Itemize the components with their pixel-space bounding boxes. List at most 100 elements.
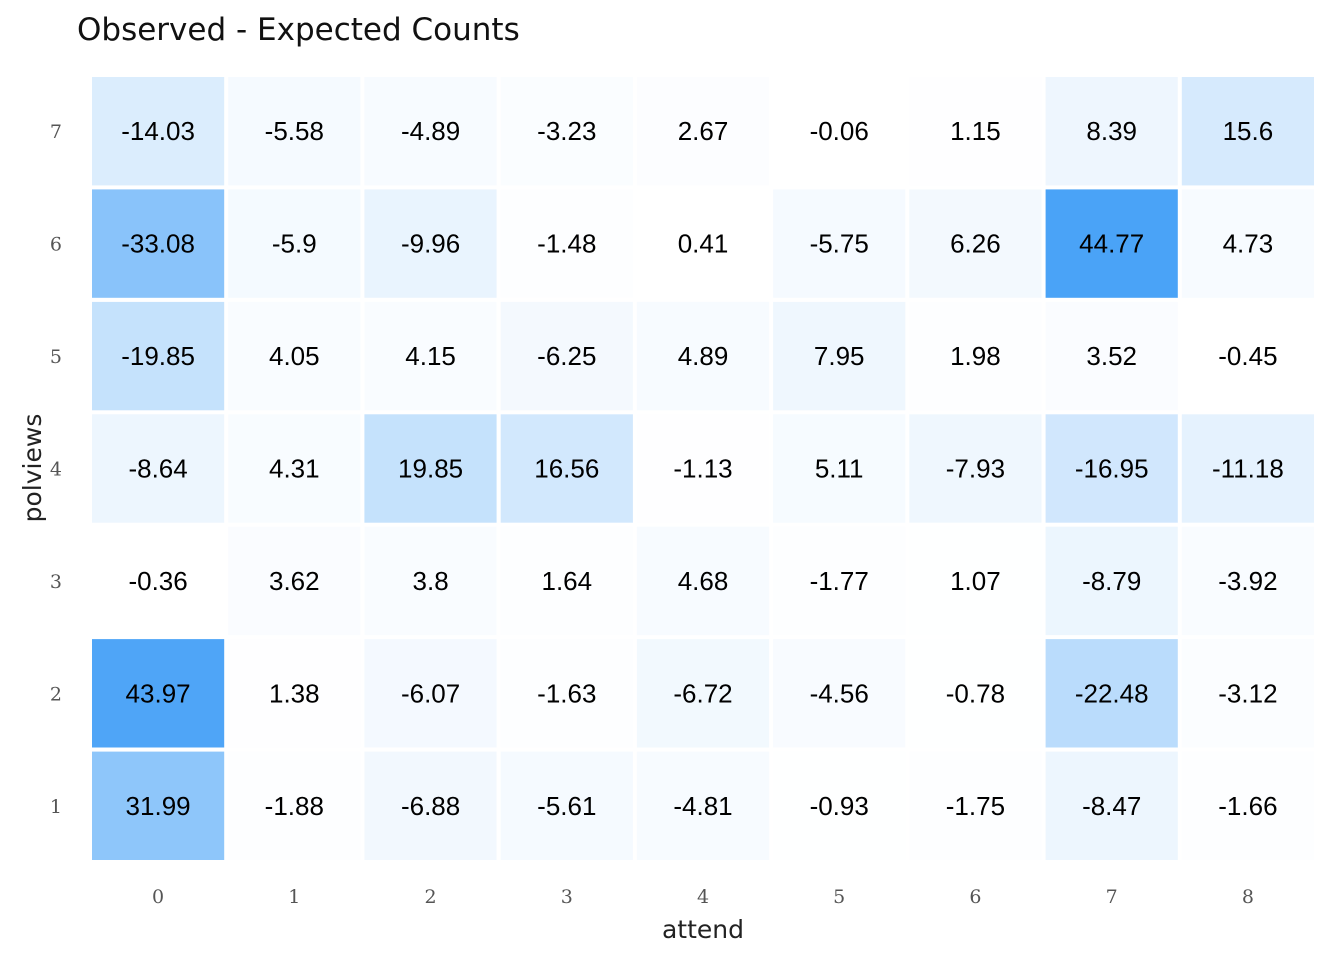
cell-value-label: 0.41 bbox=[678, 229, 729, 259]
y-tick-label: 5 bbox=[50, 346, 62, 368]
heatmap-cell bbox=[1045, 189, 1178, 298]
cell-value-label: 1.15 bbox=[950, 116, 1001, 146]
cell-value-label: -8.64 bbox=[128, 454, 187, 484]
cell-value-label: -4.89 bbox=[401, 116, 460, 146]
cell-value-label: -22.48 bbox=[1075, 678, 1149, 708]
cell-value-label: -9.96 bbox=[401, 229, 460, 259]
cell-value-label: -3.12 bbox=[1218, 678, 1277, 708]
cell-value-label: -1.13 bbox=[673, 454, 732, 484]
heatmap-cell bbox=[909, 77, 1042, 186]
y-axis-ticks: 1 2 3 4 5 6 7 bbox=[50, 121, 62, 818]
cell-value-label: 4.05 bbox=[269, 341, 320, 371]
cell-value-label: 6.26 bbox=[950, 229, 1001, 259]
heatmap-cell bbox=[364, 77, 497, 186]
heatmap-cell bbox=[1181, 414, 1314, 523]
cell-value-label: -33.08 bbox=[121, 229, 195, 259]
cell-value-label: 43.97 bbox=[126, 678, 191, 708]
heatmap-cell bbox=[92, 526, 225, 636]
heatmap-cell bbox=[228, 189, 361, 298]
x-tick-label: 2 bbox=[425, 886, 437, 908]
heatmap-cell bbox=[773, 301, 906, 411]
cell-value-label: -6.25 bbox=[537, 341, 596, 371]
cell-value-label: 7.95 bbox=[814, 341, 865, 371]
cell-value-label: -3.23 bbox=[537, 116, 596, 146]
heatmap-cells bbox=[92, 77, 1314, 860]
cell-value-label: -6.07 bbox=[401, 678, 460, 708]
heatmap-cell bbox=[500, 751, 633, 860]
heatmap-cell bbox=[1181, 189, 1314, 298]
heatmap-cell bbox=[500, 526, 633, 636]
heatmap-cell bbox=[1181, 526, 1314, 636]
cell-value-label: 3.52 bbox=[1086, 341, 1137, 371]
x-tick-label: 1 bbox=[288, 886, 300, 908]
cell-value-label: -5.9 bbox=[272, 229, 317, 259]
cell-value-label: 44.77 bbox=[1079, 229, 1144, 259]
cell-value-label: -1.88 bbox=[265, 791, 324, 821]
x-tick-label: 5 bbox=[833, 886, 845, 908]
heatmap-cell bbox=[364, 526, 497, 636]
heatmap-cell bbox=[773, 414, 906, 523]
heatmap-cell bbox=[228, 526, 361, 636]
heatmap-cell bbox=[92, 77, 225, 186]
heatmap-cell bbox=[636, 301, 770, 411]
cell-value-label: 8.39 bbox=[1086, 116, 1137, 146]
heatmap-cell bbox=[1181, 639, 1314, 748]
heatmap-cell bbox=[636, 751, 770, 860]
cell-value-label: 5.11 bbox=[815, 454, 864, 484]
cell-value-label: 2.67 bbox=[678, 116, 729, 146]
x-axis-title: attend bbox=[662, 915, 744, 944]
cell-value-label: -6.88 bbox=[401, 791, 460, 821]
cell-value-label: -14.03 bbox=[121, 116, 195, 146]
heatmap-cell bbox=[1045, 414, 1178, 523]
cell-value-label: -1.66 bbox=[1218, 791, 1277, 821]
y-tick-label: 1 bbox=[50, 796, 62, 818]
heatmap-cell bbox=[636, 526, 770, 636]
cell-value-label: 1.64 bbox=[541, 566, 592, 596]
heatmap-cell bbox=[773, 77, 906, 186]
y-tick-label: 2 bbox=[50, 683, 62, 705]
cell-value-label: -8.47 bbox=[1082, 791, 1141, 821]
heatmap-cell bbox=[909, 526, 1042, 636]
heatmap-cell bbox=[909, 189, 1042, 298]
heatmap-cell bbox=[500, 301, 633, 411]
heatmap-cell bbox=[909, 639, 1042, 748]
cell-value-label: 1.07 bbox=[950, 566, 1001, 596]
cell-value-label: -8.79 bbox=[1082, 566, 1141, 596]
cell-value-label: -1.63 bbox=[537, 678, 596, 708]
heatmap-cell bbox=[1045, 751, 1178, 860]
heatmap-cell bbox=[228, 77, 361, 186]
y-axis-title: polviews bbox=[18, 414, 47, 523]
heatmap-cell bbox=[636, 189, 770, 298]
cell-value-label: -1.77 bbox=[810, 566, 869, 596]
heatmap-cell bbox=[773, 189, 906, 298]
cell-value-label: 4.89 bbox=[678, 341, 729, 371]
heatmap-cell bbox=[92, 639, 225, 748]
heatmap-cell bbox=[1045, 301, 1178, 411]
heatmap-cell bbox=[364, 639, 497, 748]
cell-value-label: -6.72 bbox=[673, 678, 732, 708]
cell-value-label: -1.48 bbox=[537, 229, 596, 259]
cell-value-label: 4.15 bbox=[405, 341, 456, 371]
heatmap-cell bbox=[228, 751, 361, 860]
x-tick-label: 3 bbox=[561, 886, 573, 908]
heatmap-cell bbox=[773, 639, 906, 748]
heatmap-cell bbox=[773, 751, 906, 860]
heatmap-cell bbox=[228, 301, 361, 411]
heatmap-cell bbox=[909, 301, 1042, 411]
cell-value-label: 31.99 bbox=[126, 791, 191, 821]
cell-value-label: -0.45 bbox=[1218, 341, 1277, 371]
heatmap-cell bbox=[909, 414, 1042, 523]
heatmap-cell bbox=[1045, 526, 1178, 636]
heatmap-cell bbox=[228, 639, 361, 748]
y-tick-label: 6 bbox=[50, 234, 62, 256]
heatmap-cell bbox=[773, 526, 906, 636]
chart-title: Observed - Expected Counts bbox=[77, 12, 520, 48]
heatmap-cell bbox=[500, 189, 633, 298]
cell-value-label: -16.95 bbox=[1075, 454, 1149, 484]
cell-value-label: 1.98 bbox=[950, 341, 1001, 371]
x-tick-label: 8 bbox=[1242, 886, 1254, 908]
heatmap-cell bbox=[364, 414, 497, 523]
cell-value-label: 19.85 bbox=[398, 454, 463, 484]
cell-value-label: 3.8 bbox=[413, 566, 449, 596]
